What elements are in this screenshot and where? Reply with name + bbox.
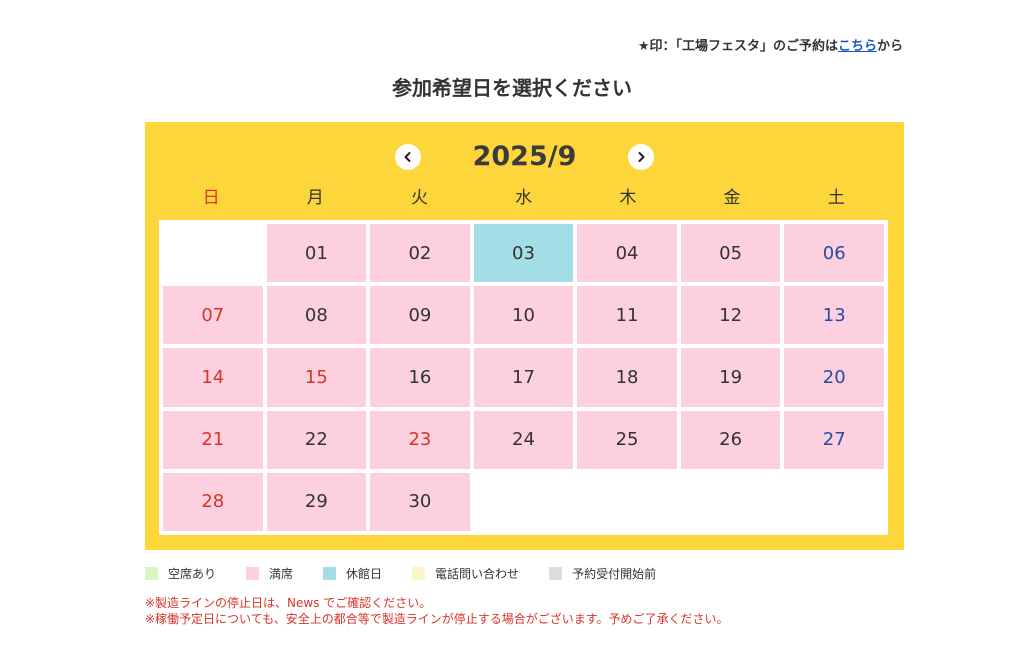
day-cell-23[interactable]: 23 (370, 410, 470, 469)
festa-note-suffix: から (876, 39, 903, 54)
weekday-wed: 水 (515, 188, 533, 208)
legend-label: 予約受付開始前 (572, 567, 657, 581)
legend-swatch (246, 567, 260, 580)
day-cell-27[interactable]: 27 (784, 410, 884, 469)
page-title: 参加希望日を選択ください (392, 76, 632, 100)
legend-item-closed: 休館日 (323, 565, 382, 582)
legend-label: 空席あり (168, 567, 217, 581)
legend-label: 休館日 (346, 567, 383, 581)
day-cell-07[interactable]: 07 (163, 286, 263, 345)
day-cell-18[interactable]: 18 (577, 348, 677, 407)
legend-swatch (323, 567, 337, 580)
legend-item-available: 空席あり (145, 565, 216, 582)
next-month-button[interactable] (628, 144, 654, 170)
day-cell-21[interactable]: 21 (163, 410, 263, 469)
day-cell-16[interactable]: 16 (370, 348, 470, 407)
day-cell-05[interactable]: 05 (680, 224, 781, 283)
legend-item-not-open: 予約受付開始前 (549, 565, 656, 582)
legend-item-phone: 電話問い合わせ (412, 565, 519, 582)
day-cell-04[interactable]: 04 (577, 224, 677, 283)
festa-note-prefix: ★印：「工場フェスタ」のご予約は (637, 39, 838, 54)
legend-swatch (412, 567, 426, 580)
day-cell-09[interactable]: 09 (370, 286, 470, 345)
weekday-tue: 火 (410, 188, 428, 208)
weekday-header: 日 月 火 水 木 金 土 (159, 186, 888, 210)
day-cell-15[interactable]: 15 (266, 348, 367, 407)
day-cell-12[interactable]: 12 (680, 286, 781, 345)
legend: 空席あり 満席 休館日 電話問い合わせ 予約受付開始前 (145, 565, 686, 582)
day-cell-14[interactable]: 14 (163, 348, 263, 407)
weekday-mon: 月 (306, 188, 324, 208)
month-title: 2025/9 (472, 141, 577, 172)
day-cell-24[interactable]: 24 (473, 410, 574, 469)
weekday-fri: 金 (723, 188, 741, 208)
day-cell-28[interactable]: 28 (163, 472, 263, 531)
festa-reservation-note: ★印：「工場フェスタ」のご予約はこちらから (638, 35, 903, 54)
calendar: 2025/9 日 月 火 水 木 金 土 01 02 03 04 05 06 07 08 09 1… (145, 122, 904, 550)
day-cell-10[interactable]: 10 (473, 286, 574, 345)
day-cell-empty (577, 472, 677, 531)
day-cell-19[interactable]: 19 (680, 348, 781, 407)
day-cell-08[interactable]: 08 (266, 286, 367, 345)
day-cell-01[interactable]: 01 (266, 224, 367, 283)
day-cell-20[interactable]: 20 (784, 348, 884, 407)
festa-reservation-link[interactable]: こちら (837, 39, 877, 54)
day-cell-25[interactable]: 25 (577, 410, 677, 469)
day-cell-06[interactable]: 06 (784, 224, 884, 283)
day-cell-empty (163, 224, 263, 283)
legend-label: 電話問い合わせ (435, 567, 520, 581)
day-cell-17[interactable]: 17 (473, 348, 574, 407)
weekday-thu: 木 (619, 188, 637, 208)
note-line: ※稼働予定日についても、安全上の都合等で製造ラインが停止する場合がございます。予… (145, 612, 729, 626)
notes: ※製造ラインの停止日は、News でご確認ください。 ※稼働予定日についても、安… (145, 595, 729, 627)
legend-label: 満席 (269, 567, 294, 581)
day-grid: 01 02 03 04 05 06 07 08 09 10 11 12 13 14 15 16 17 18 19 20… (159, 220, 888, 535)
legend-item-full: 満席 (246, 565, 293, 582)
legend-swatch (549, 567, 563, 580)
day-cell-11[interactable]: 11 (577, 286, 677, 345)
day-cell-empty (784, 472, 884, 531)
note-line: ※製造ラインの停止日は、News でご確認ください。 (145, 596, 432, 610)
day-cell-29[interactable]: 29 (266, 472, 367, 531)
day-cell-13[interactable]: 13 (784, 286, 884, 345)
day-cell-26[interactable]: 26 (680, 410, 781, 469)
day-cell-22[interactable]: 22 (266, 410, 367, 469)
chevron-left-icon (404, 152, 411, 162)
legend-swatch (145, 567, 158, 580)
day-cell-03: 03 (473, 224, 574, 283)
day-cell-30[interactable]: 30 (370, 472, 470, 531)
calendar-header: 2025/9 (145, 140, 904, 174)
day-cell-empty (473, 472, 574, 531)
chevron-right-icon (638, 152, 645, 162)
day-cell-02[interactable]: 02 (370, 224, 470, 283)
weekday-sun: 日 (202, 188, 220, 208)
weekday-sat: 土 (827, 188, 845, 208)
prev-month-button[interactable] (395, 144, 421, 170)
day-cell-empty (680, 472, 781, 531)
